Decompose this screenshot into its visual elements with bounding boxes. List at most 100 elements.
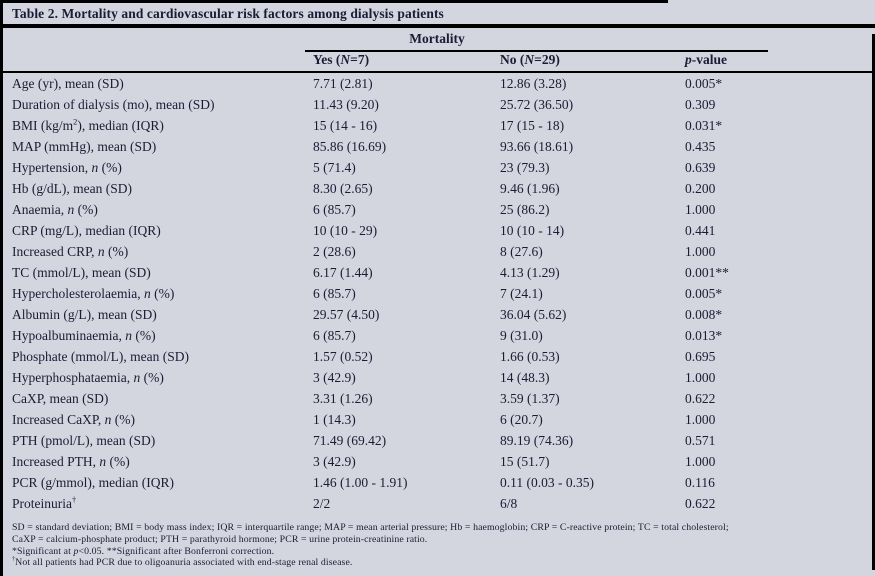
cell-no-value: 3.59 (1.37) [500, 391, 560, 406]
cell-yes-value: 6 (85.7) [313, 328, 356, 343]
table-title: Table 2. Mortality and cardiovascular ri… [12, 6, 444, 21]
row-label: Proteinuria† [12, 495, 77, 511]
cell-yes-value: 1.57 (0.52) [313, 349, 373, 364]
cell-yes-value: 29.57 (4.50) [313, 307, 380, 322]
cell-yes-value: 3 (42.9) [313, 370, 356, 385]
table-row: BMI (kg/m2), median (IQR) 15 (14 - 16) 17 … [0, 115, 875, 136]
scan-border-top [0, 0, 668, 3]
cell-p-value: 0.571 [685, 433, 716, 448]
table-row: Hypertension, n (%) 5 (71.4) 23 (79.3) 0.63… [0, 157, 875, 178]
row-label: Increased PTH, n (%) [12, 454, 130, 469]
cell-yes-value: 3 (42.9) [313, 454, 356, 469]
row-label: MAP (mmHg), mean (SD) [12, 139, 157, 154]
table-row: Increased CaXP, n (%) 1 (14.3) 6 (20.7) 1.0… [0, 409, 875, 430]
row-label: TC (mmol/L), mean (SD) [12, 265, 151, 280]
cell-no-value: 14 (48.3) [500, 370, 550, 385]
table-row: CRP (mg/L), median (IQR) 10 (10 - 29) 10 (… [0, 220, 875, 241]
cell-yes-value: 6.17 (1.44) [313, 265, 373, 280]
cell-p-value: 0.031* [685, 118, 723, 133]
table-row: Albumin (g/L), mean (SD) 29.57 (4.50) 36.0… [0, 304, 875, 325]
cell-yes-value: 7.71 (2.81) [313, 76, 373, 91]
cell-yes-value: 2/2 [313, 496, 331, 511]
cell-p-value: 0.639 [685, 160, 716, 175]
table-row: TC (mmol/L), mean (SD) 6.17 (1.44) 4.13 (1… [0, 262, 875, 283]
row-label: Phosphate (mmol/L), mean (SD) [12, 349, 189, 364]
cell-yes-value: 15 (14 - 16) [313, 118, 378, 133]
cell-no-value: 4.13 (1.29) [500, 265, 560, 280]
column-header-yes: Yes (N=7) [313, 52, 370, 67]
cell-p-value: 0.622 [685, 496, 716, 511]
cell-no-value: 10 (10 - 14) [500, 223, 565, 238]
row-label: Hypercholesterolaemia, n (%) [12, 286, 175, 301]
row-label: CRP (mg/L), median (IQR) [12, 223, 161, 238]
cell-p-value: 0.008* [685, 307, 723, 322]
cell-p-value: 0.005* [685, 286, 723, 301]
row-label: Anaemia, n (%) [12, 202, 98, 217]
row-label: Albumin (g/L), mean (SD) [12, 307, 157, 322]
cell-yes-value: 10 (10 - 29) [313, 223, 378, 238]
row-label: Increased CRP, n (%) [12, 244, 129, 259]
cell-no-value: 0.11 (0.03 - 0.35) [500, 475, 594, 490]
cell-no-value: 25.72 (36.50) [500, 97, 574, 112]
cell-yes-value: 6 (85.7) [313, 202, 356, 217]
table-row: Anaemia, n (%) 6 (85.7) 25 (86.2) 1.000 [0, 199, 875, 220]
cell-yes-value: 11.43 (9.20) [313, 97, 379, 112]
scan-border-right [872, 34, 875, 570]
row-label: Hypertension, n (%) [12, 160, 122, 175]
table-row: PCR (g/mmol), median (IQR) 1.46 (1.00 - 1… [0, 472, 875, 493]
table-row: Increased PTH, n (%) 3 (42.9) 15 (51.7) 1.0… [0, 451, 875, 472]
cell-p-value: 1.000 [685, 244, 716, 259]
cell-p-value: 0.005* [685, 76, 723, 91]
cell-no-value: 15 (51.7) [500, 454, 550, 469]
scan-border-left [0, 0, 3, 576]
footnote-abbreviations-2: CaXP = calcium-phosphate product; PTH = … [12, 533, 428, 545]
row-label: Hypoalbuminaemia, n (%) [12, 328, 156, 343]
row-label: Hb (g/dL), mean (SD) [12, 181, 132, 196]
header-rule [0, 71, 875, 73]
table-row: Hypoalbuminaemia, n (%) 6 (85.7) 9 (31.0) 0… [0, 325, 875, 346]
table-row: PTH (pmol/L), mean (SD) 71.49 (69.42) 89.1… [0, 430, 875, 451]
table-body: Age (yr), mean (SD) 7.71 (2.81) 12.86 (3.2… [0, 73, 875, 514]
cell-no-value: 6 (20.7) [500, 412, 543, 427]
footnote-significance: *Significant at p<0.05. **Significant af… [12, 545, 275, 557]
cell-no-value: 6/8 [500, 496, 518, 511]
row-label: CaXP, mean (SD) [12, 391, 109, 406]
row-label: Hyperphosphataemia, n (%) [12, 370, 164, 385]
cell-no-value: 8 (27.6) [500, 244, 543, 259]
row-label: BMI (kg/m2), median (IQR) [12, 117, 164, 133]
cell-no-value: 36.04 (5.62) [500, 307, 567, 322]
column-group-mortality: Mortality [409, 31, 465, 46]
cell-no-value: 93.66 (18.61) [500, 139, 574, 154]
cell-no-value: 12.86 (3.28) [500, 76, 567, 91]
row-label: PTH (pmol/L), mean (SD) [12, 433, 156, 448]
table-header: Mortality Yes (N=7) No (N=29) p-value [0, 28, 875, 71]
table-row: MAP (mmHg), mean (SD) 85.86 (16.69) 93.66 … [0, 136, 875, 157]
column-header-no: No (N=29) [500, 52, 560, 67]
cell-p-value: 1.000 [685, 412, 716, 427]
table-row: Age (yr), mean (SD) 7.71 (2.81) 12.86 (3.2… [0, 73, 875, 94]
cell-no-value: 9 (31.0) [500, 328, 543, 343]
cell-yes-value: 2 (28.6) [313, 244, 356, 259]
mortality-table: Age (yr), mean (SD) 7.71 (2.81) 12.86 (3.2… [0, 73, 875, 514]
column-header-pvalue: p-value [685, 52, 727, 67]
cell-p-value: 0.441 [685, 223, 716, 238]
row-label: PCR (g/mmol), median (IQR) [12, 475, 174, 490]
table-row: Proteinuria† 2/2 6/8 0.622 [0, 493, 875, 514]
footnotes: SD = standard deviation; BMI = body mass… [0, 514, 875, 569]
table-row: Hyperphosphataemia, n (%) 3 (42.9) 14 (48.… [0, 367, 875, 388]
footnote-dagger: †Not all patients had PCR due to oligoan… [12, 557, 353, 569]
cell-p-value: 0.695 [685, 349, 716, 364]
table-row: CaXP, mean (SD) 3.31 (1.26) 3.59 (1.37) 0.6… [0, 388, 875, 409]
row-label: Age (yr), mean (SD) [12, 76, 124, 91]
cell-yes-value: 71.49 (69.42) [313, 433, 387, 448]
cell-yes-value: 1 (14.3) [313, 412, 356, 427]
cell-p-value: 0.309 [685, 97, 716, 112]
cell-no-value: 23 (79.3) [500, 160, 550, 175]
cell-no-value: 9.46 (1.96) [500, 181, 560, 196]
cell-yes-value: 3.31 (1.26) [313, 391, 373, 406]
cell-no-value: 17 (15 - 18) [500, 118, 565, 133]
cell-yes-value: 5 (71.4) [313, 160, 356, 175]
table-row: Increased CRP, n (%) 2 (28.6) 8 (27.6) 1.00… [0, 241, 875, 262]
table-row: Phosphate (mmol/L), mean (SD) 1.57 (0.52)… [0, 346, 875, 367]
